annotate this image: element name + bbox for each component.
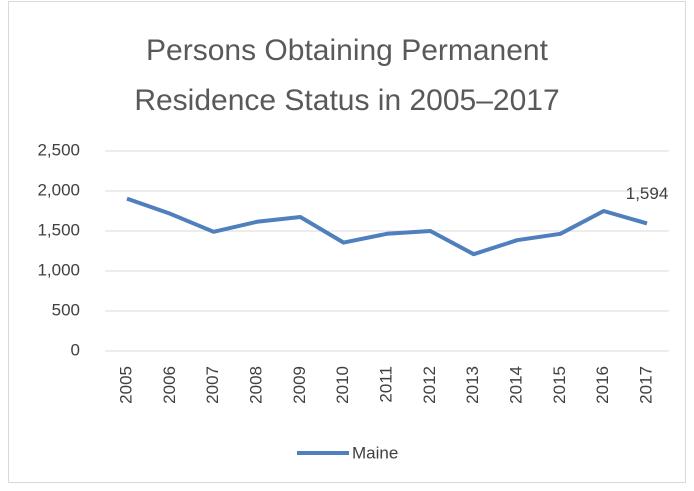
- y-tick-label: 500: [52, 300, 80, 319]
- x-tick-label: 2016: [593, 366, 612, 404]
- y-tick-label: 1,000: [37, 260, 80, 279]
- y-tick-label: 2,500: [37, 140, 80, 159]
- x-tick-label: 2009: [290, 366, 309, 404]
- data-line: [126, 196, 648, 257]
- x-tick-label: 2014: [506, 366, 525, 404]
- x-tick-label: 2011: [376, 366, 395, 403]
- x-tick-label: 2008: [246, 366, 265, 404]
- x-tick-label: 2015: [550, 366, 569, 404]
- y-tick-label: 2,000: [37, 180, 80, 199]
- x-tick-label: 2010: [333, 366, 352, 404]
- y-tick-label: 1,500: [37, 220, 80, 239]
- chart-title: Persons Obtaining Permanent Residence St…: [134, 34, 560, 117]
- data-label: 1,594: [626, 184, 669, 203]
- x-tick-label: 2012: [420, 366, 439, 404]
- x-tick-label: 2005: [116, 366, 135, 404]
- legend-label: Maine: [352, 443, 398, 462]
- y-tick-label: 0: [71, 340, 80, 359]
- x-tick-label: 2017: [637, 366, 656, 404]
- x-tick-label: 2007: [203, 366, 222, 404]
- x-tick-label: 2006: [160, 366, 179, 404]
- x-tick-label: 2013: [463, 366, 482, 404]
